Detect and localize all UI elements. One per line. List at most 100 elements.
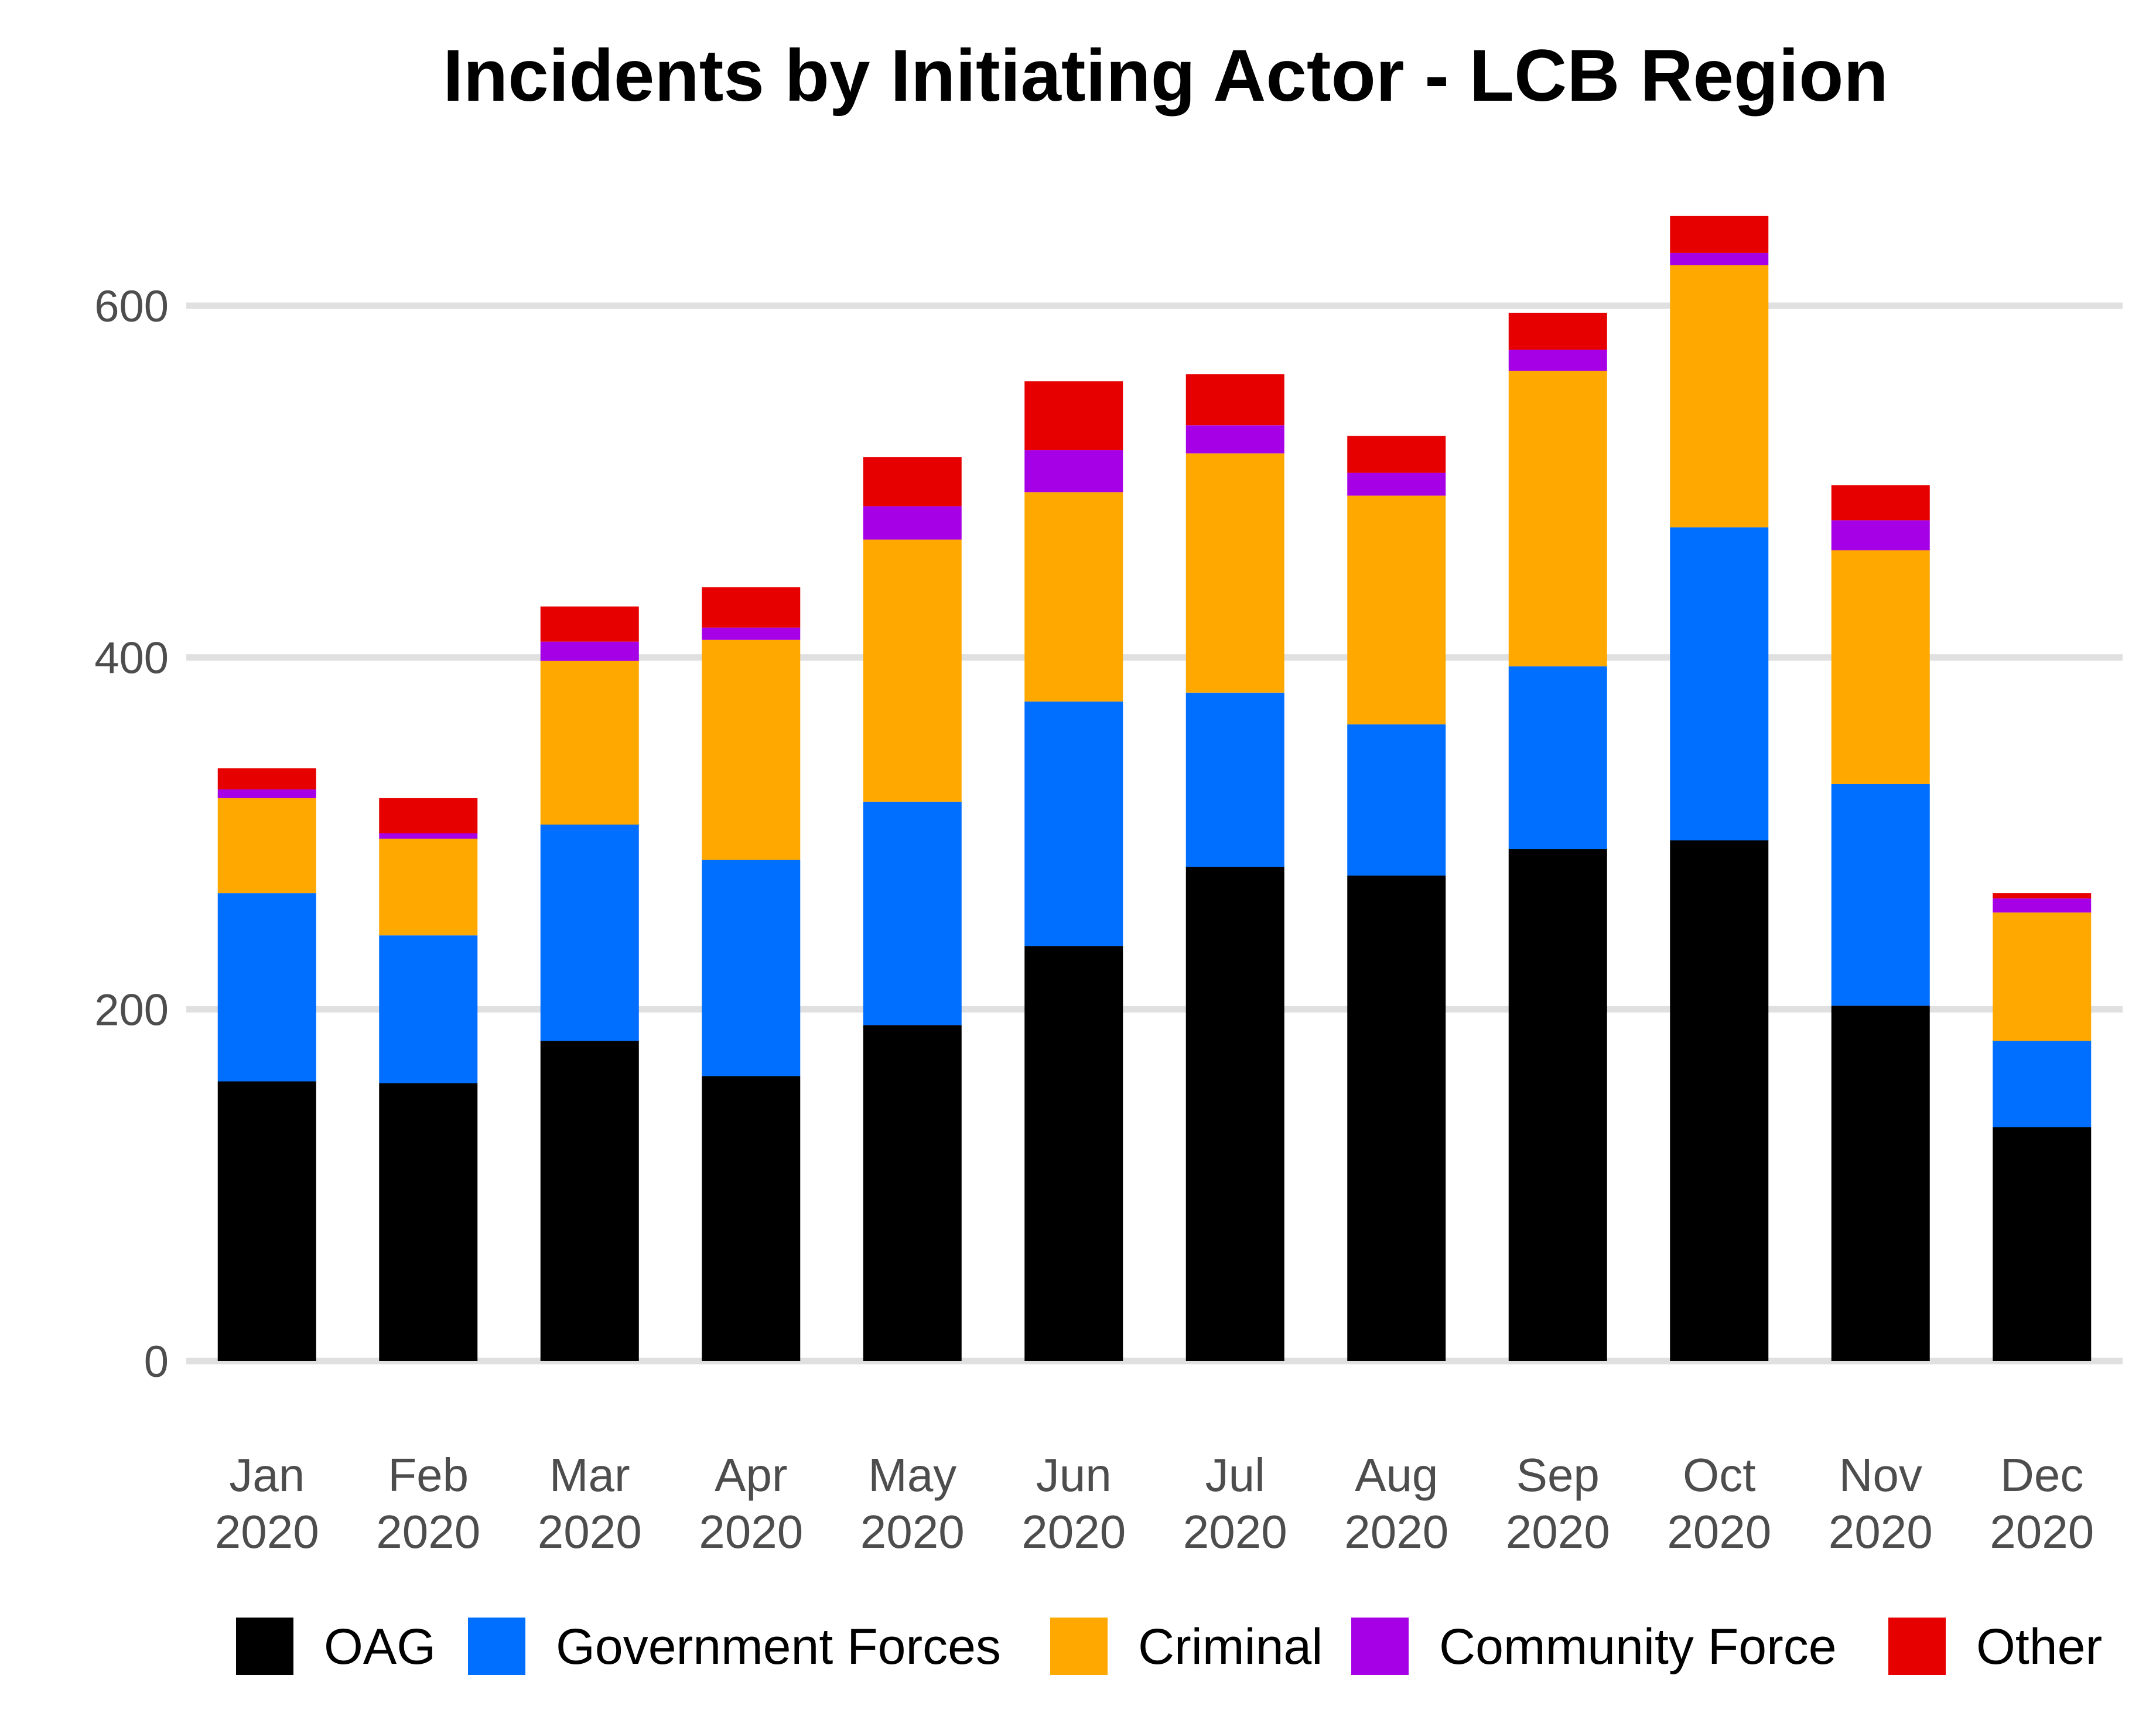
x-tick-label-jan: Jan 2020 — [215, 1449, 319, 1558]
bar-nov-community-force — [1831, 520, 1930, 551]
chart-title: Incidents by Initiating Actor - LCB Regi… — [443, 35, 1888, 117]
bar-nov-oag — [1831, 1006, 1930, 1361]
bar-sep-other — [1508, 313, 1607, 350]
x-tick-label-sep: Sep 2020 — [1506, 1449, 1610, 1558]
bar-dec-oag — [1993, 1127, 2092, 1361]
y-tick-label-600: 600 — [94, 282, 169, 331]
legend-label: Other — [1976, 1619, 2102, 1675]
bar-jun-government-forces — [1024, 701, 1123, 946]
bar-apr-criminal — [702, 640, 801, 860]
bar-jan-community-force — [217, 789, 316, 798]
legend-label: Government Forces — [556, 1619, 1001, 1675]
legend-key — [1050, 1618, 1108, 1675]
bar-aug-other — [1347, 436, 1446, 473]
gridlines — [186, 302, 2123, 1365]
x-tick-label-nov: Nov 2020 — [1829, 1449, 1933, 1558]
bar-stack-nov — [1831, 485, 1930, 1361]
y-tick-label-200: 200 — [94, 985, 169, 1035]
bar-feb-community-force — [379, 833, 478, 839]
bar-apr-oag — [702, 1076, 801, 1361]
bar-feb-criminal — [379, 839, 478, 936]
bar-oct-oag — [1670, 840, 1769, 1361]
bar-stack-jan — [217, 768, 316, 1361]
bar-oct-criminal — [1670, 265, 1769, 528]
bar-feb-other — [379, 798, 478, 833]
legend-item-other: Other — [1888, 1618, 2102, 1675]
bar-stack-oct — [1670, 216, 1769, 1361]
bar-sep-government-forces — [1508, 666, 1607, 850]
legend-label: Criminal — [1138, 1619, 1323, 1675]
bar-apr-government-forces — [702, 860, 801, 1076]
bar-may-community-force — [863, 506, 962, 540]
bar-mar-community-force — [540, 641, 639, 661]
x-tick-label-apr: Apr 2020 — [699, 1449, 803, 1558]
bar-jun-community-force — [1024, 450, 1123, 493]
bar-jan-other — [217, 768, 316, 789]
y-tick-label-0: 0 — [144, 1337, 169, 1387]
legend-label: OAG — [324, 1619, 436, 1675]
bar-jun-other — [1024, 381, 1123, 450]
bar-oct-community-force — [1670, 252, 1769, 265]
bar-aug-oag — [1347, 876, 1446, 1361]
x-tick-label-jul: Jul 2020 — [1183, 1449, 1287, 1558]
legend-key — [1888, 1618, 1946, 1675]
legend-key — [236, 1618, 293, 1675]
bar-nov-government-forces — [1831, 784, 1930, 1006]
legend-item-community-force: Community Force — [1351, 1618, 1837, 1675]
bar-stack-apr — [702, 587, 801, 1361]
bar-dec-community-force — [1993, 898, 2092, 913]
bar-sep-oag — [1508, 849, 1607, 1361]
bar-stack-may — [863, 457, 962, 1361]
bar-stack-aug — [1347, 436, 1446, 1361]
bar-may-oag — [863, 1025, 962, 1361]
bar-mar-criminal — [540, 661, 639, 825]
bar-jun-criminal — [1024, 492, 1123, 702]
bar-aug-government-forces — [1347, 724, 1446, 876]
bar-jan-oag — [217, 1081, 316, 1361]
bar-jul-other — [1185, 374, 1284, 426]
y-axis-ticks: 0 200 400 600 — [94, 282, 169, 1387]
x-tick-label-oct: Oct 2020 — [1667, 1449, 1771, 1558]
bar-aug-criminal — [1347, 495, 1446, 724]
legend-key — [468, 1618, 525, 1675]
bar-nov-other — [1831, 485, 1930, 521]
x-tick-label-dec: Dec 2020 — [1990, 1449, 2094, 1558]
bar-aug-community-force — [1347, 473, 1446, 496]
bar-feb-oag — [379, 1083, 478, 1361]
bar-stack-jun — [1024, 381, 1123, 1361]
legend-item-criminal: Criminal — [1050, 1618, 1323, 1675]
bar-mar-government-forces — [540, 824, 639, 1041]
bar-nov-criminal — [1831, 550, 1930, 784]
legend-key — [1351, 1618, 1409, 1675]
bar-jan-government-forces — [217, 893, 316, 1082]
bar-jun-oag — [1024, 946, 1123, 1361]
legend-label: Community Force — [1439, 1619, 1837, 1675]
bar-may-government-forces — [863, 801, 962, 1025]
bar-dec-other — [1993, 893, 2092, 899]
bar-stack-dec — [1993, 893, 2092, 1361]
bars — [217, 216, 2092, 1361]
bar-oct-government-forces — [1670, 527, 1769, 841]
y-tick-label-400: 400 — [94, 634, 169, 683]
bar-apr-community-force — [702, 627, 801, 640]
bar-jul-government-forces — [1185, 692, 1284, 867]
bar-jan-criminal — [217, 798, 316, 894]
legend: OAG Government Forces Criminal Community Fo… — [236, 1618, 2102, 1675]
bar-dec-government-forces — [1993, 1041, 2092, 1127]
bar-stack-sep — [1508, 313, 1607, 1361]
bar-dec-criminal — [1993, 912, 2092, 1041]
bar-sep-community-force — [1508, 350, 1607, 371]
bar-mar-other — [540, 606, 639, 642]
bar-stack-feb — [379, 798, 478, 1361]
bar-mar-oag — [540, 1041, 639, 1361]
bar-jul-criminal — [1185, 453, 1284, 693]
bar-jul-community-force — [1185, 425, 1284, 454]
bar-stack-jul — [1185, 374, 1284, 1361]
bar-oct-other — [1670, 216, 1769, 253]
x-tick-label-mar: Mar 2020 — [538, 1449, 642, 1558]
x-tick-label-jun: Jun 2020 — [1021, 1449, 1126, 1558]
bar-sep-criminal — [1508, 371, 1607, 666]
bar-jul-oag — [1185, 867, 1284, 1361]
